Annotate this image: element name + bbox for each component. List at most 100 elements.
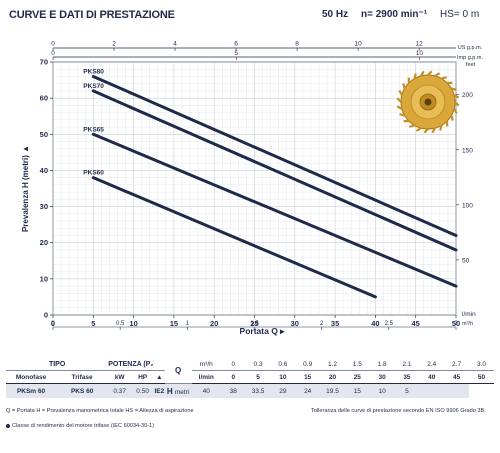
impeller-vane (431, 127, 436, 134)
us-gpm-tick-label: 2 (112, 41, 116, 48)
x-tick-label: 30 (291, 319, 299, 328)
series-label-pks60: PKS60 (83, 170, 104, 177)
series-line-pks80 (91, 74, 458, 237)
head-value-cell: 29 (270, 383, 296, 398)
m3h-tick-label: 3 (454, 321, 458, 327)
series-label-pks65: PKS65 (83, 126, 104, 133)
ie-dot-icon (6, 423, 10, 428)
impeller-image (396, 70, 460, 134)
impeller-vane (427, 70, 433, 76)
impeller-vane (451, 87, 457, 91)
us-gpm-unit: US g.p.m. (458, 45, 483, 51)
head-value-cell: 24 (295, 383, 321, 398)
impeller-vane (396, 105, 403, 110)
x-axis-title: Portata Q ▸ (240, 326, 286, 336)
tolerance-note: Tolleranza delle curve di prestazione se… (311, 408, 486, 414)
impeller-vane (434, 72, 441, 77)
flow-lmin-cell: 10 (270, 370, 296, 384)
table-row: PKSm 60 PKS 60 0.37 0.50 IE2 H metri 40 38 33.5 2… (6, 383, 494, 398)
flow-m3h-cell: 0.3 (245, 358, 271, 371)
m3h-unit: m³/h (462, 321, 473, 327)
x-tick-label: 10 (129, 319, 137, 328)
h-unit-cell: H metri (164, 383, 192, 398)
flow-m3h-cell: 1.8 (369, 358, 395, 371)
y-tick-label: 50 (40, 130, 48, 139)
feet-tick-label: 50 (462, 257, 470, 264)
m3h-tick-label: 2.5 (385, 321, 394, 327)
ie-header-spacer (154, 358, 165, 371)
x-tick-label: 15 (170, 319, 178, 328)
head-value-cell: 19.5 (320, 383, 345, 398)
efficiency-class-text: Classe di rendimento del motore trifase … (12, 423, 155, 429)
hp-header: HP (131, 370, 155, 384)
flow-m3h-cell: 2.4 (419, 358, 445, 371)
x-tick-label: 35 (331, 319, 339, 328)
x-tick-label: 40 (371, 319, 379, 328)
imp-gpm-unit: Imp g.p.m. (457, 55, 483, 61)
impeller-vane (441, 76, 447, 80)
ie-class-cell: IE2 (154, 383, 165, 398)
legend-note: Q = Portata H = Prevalenza manometrica t… (6, 408, 194, 414)
page-title: CURVE E DATI DI PRESTAZIONE (9, 9, 175, 21)
lmin-unit-cell: l/min (191, 370, 221, 384)
flow-lmin-cell: 0 (220, 370, 246, 384)
m3h-tick-label: 0 (51, 321, 55, 327)
ie-marker-icon: ▲ (154, 370, 165, 384)
series-line-pks65 (91, 132, 458, 288)
feet-tick-label: 150 (462, 147, 473, 154)
series-group: PKS80 PKS70 PKS65 PKS60 (83, 68, 458, 299)
axes: 0 5 10 15 20 25 30 35 40 45 50l/min010203040506070… (21, 41, 483, 337)
flow-lmin-cell: 30 (369, 370, 395, 384)
head-value-cell: 38 (220, 383, 246, 398)
head-value-cell: 10 (369, 383, 395, 398)
head-value-cell: 5 (394, 383, 420, 398)
power-header: POTENZA (P₂) (108, 358, 155, 371)
head-value-cell: 40 (191, 383, 221, 398)
impeller-vane (413, 73, 417, 79)
speed-label: n= 2900 min⁻¹ (361, 9, 428, 20)
impeller-vane (450, 115, 454, 121)
imp-gpm-tick-label: 5 (234, 50, 238, 57)
flow-m3h-cell: 2.1 (394, 358, 420, 371)
us-gpm-tick-label: 12 (416, 41, 424, 48)
model-tri-cell: PKS 60 (56, 383, 109, 398)
impeller-bore (424, 98, 432, 106)
h-symbol: H (166, 386, 175, 396)
y-tick-label: 20 (40, 238, 48, 247)
feet-tick-label: 200 (462, 92, 473, 99)
impeller-vane (396, 97, 402, 103)
us-gpm-tick-label: 0 (51, 41, 55, 48)
kw-header: kW (108, 370, 132, 384)
imp-gpm-tick-label: 10 (416, 50, 424, 57)
impeller-vane (402, 83, 406, 89)
us-gpm-tick-label: 6 (234, 41, 238, 48)
head-value-cell (419, 383, 445, 398)
m3h-unit-cell: m³/h (191, 358, 221, 371)
series-line-pks60 (91, 176, 377, 299)
flow-m3h-cell: 1.5 (344, 358, 370, 371)
imp-gpm-tick-label: 0 (51, 50, 55, 57)
m3h-tick-label: 1 (186, 321, 190, 327)
m3h-tick-label: 0.5 (116, 321, 125, 327)
performance-chart: 0 5 10 15 20 25 30 35 40 45 50l/min010203040506070… (21, 41, 483, 337)
flow-m3h-cell: 0.9 (295, 358, 321, 371)
feet-unit: feet (466, 62, 476, 68)
feet-tick-label: 100 (462, 202, 473, 209)
x-unit-label: l/min (462, 311, 476, 318)
flow-m3h-cell: 0 (220, 358, 246, 371)
impeller-vane (423, 128, 429, 134)
monofase-header: Monofase (6, 370, 57, 384)
impeller-vane (398, 89, 403, 96)
y-tick-label: 40 (40, 166, 48, 175)
hp-cell: 0.50 (131, 383, 155, 398)
us-gpm-tick-label: 4 (173, 41, 177, 48)
series-label-pks70: PKS70 (83, 83, 104, 90)
series-label-pks80: PKS80 (83, 68, 104, 75)
head-value-cell (444, 383, 469, 398)
impeller-vane (420, 70, 425, 77)
m3h-tick-label: 1.5 (250, 321, 259, 327)
flow-lmin-cell: 25 (344, 370, 370, 384)
impeller-vane (453, 94, 460, 99)
